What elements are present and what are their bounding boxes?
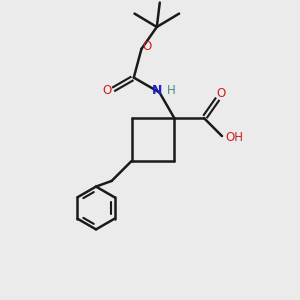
Text: H: H [167, 84, 175, 97]
Text: O: O [216, 87, 226, 101]
Text: O: O [102, 84, 111, 97]
Text: O: O [142, 40, 152, 53]
Text: N: N [152, 84, 163, 97]
Text: OH: OH [226, 131, 244, 144]
